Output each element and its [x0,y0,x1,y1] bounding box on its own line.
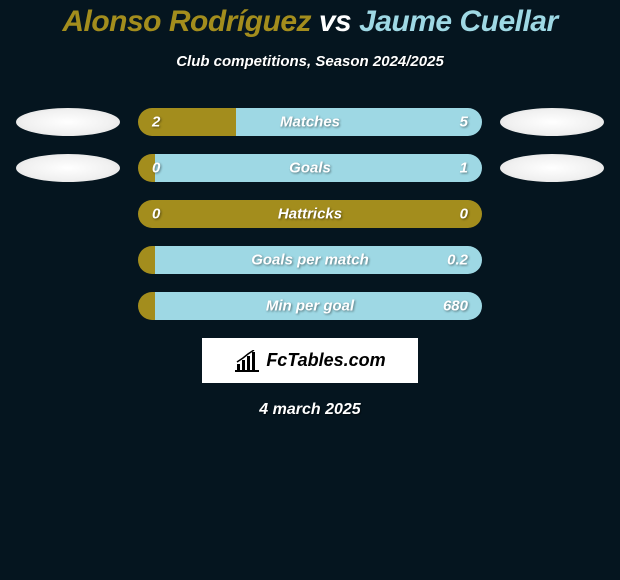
stat-value-right: 680 [443,298,468,315]
comparison-title: Alonso Rodríguez vs Jaume Cuellar [0,5,620,39]
stat-rows: 2 5 Matches 0 1 Goals 0 0 Hattricks 0.2 Goals per … [0,108,620,320]
stat-value-left: 2 [152,114,160,131]
stat-value-right: 1 [460,160,468,177]
stat-bar: 0.2 Goals per match [138,246,482,274]
comparison-subtitle: Club competitions, Season 2024/2025 [0,53,620,70]
stat-bar: 0 1 Goals [138,154,482,182]
stat-value-left: 0 [152,160,160,177]
stat-bar: 2 5 Matches [138,108,482,136]
fctables-label: FcTables.com [266,350,385,371]
player2-name: Jaume Cuellar [359,5,558,38]
stat-bar-left-fill [138,292,155,320]
player1-name: Alonso Rodríguez [62,5,311,38]
stat-bar: 0 0 Hattricks [138,200,482,228]
stat-value-left: 0 [152,206,160,223]
vs-separator: vs [319,5,351,38]
stat-label: Min per goal [266,298,354,315]
fctables-badge: FcTables.com [202,338,418,383]
stat-row: 0 1 Goals [0,154,620,182]
stat-label: Hattricks [278,206,342,223]
comparison-date: 4 march 2025 [0,401,620,419]
stat-label: Matches [280,114,340,131]
player1-team-ellipse [16,154,120,182]
stat-bar: 680 Min per goal [138,292,482,320]
player2-team-ellipse [500,108,604,136]
bar-chart-icon [234,350,260,372]
stat-value-right: 0 [460,206,468,223]
stat-label: Goals [289,160,331,177]
stat-row: 0.2 Goals per match [0,246,620,274]
stat-row: 680 Min per goal [0,292,620,320]
stat-row: 2 5 Matches [0,108,620,136]
stat-bar-right-fill [236,108,482,136]
player2-team-ellipse [500,154,604,182]
player1-team-ellipse [16,108,120,136]
stat-row: 0 0 Hattricks [0,200,620,228]
stat-value-right: 5 [460,114,468,131]
stat-label: Goals per match [251,252,369,269]
stat-bar-left-fill [138,246,155,274]
stat-value-right: 0.2 [447,252,468,269]
